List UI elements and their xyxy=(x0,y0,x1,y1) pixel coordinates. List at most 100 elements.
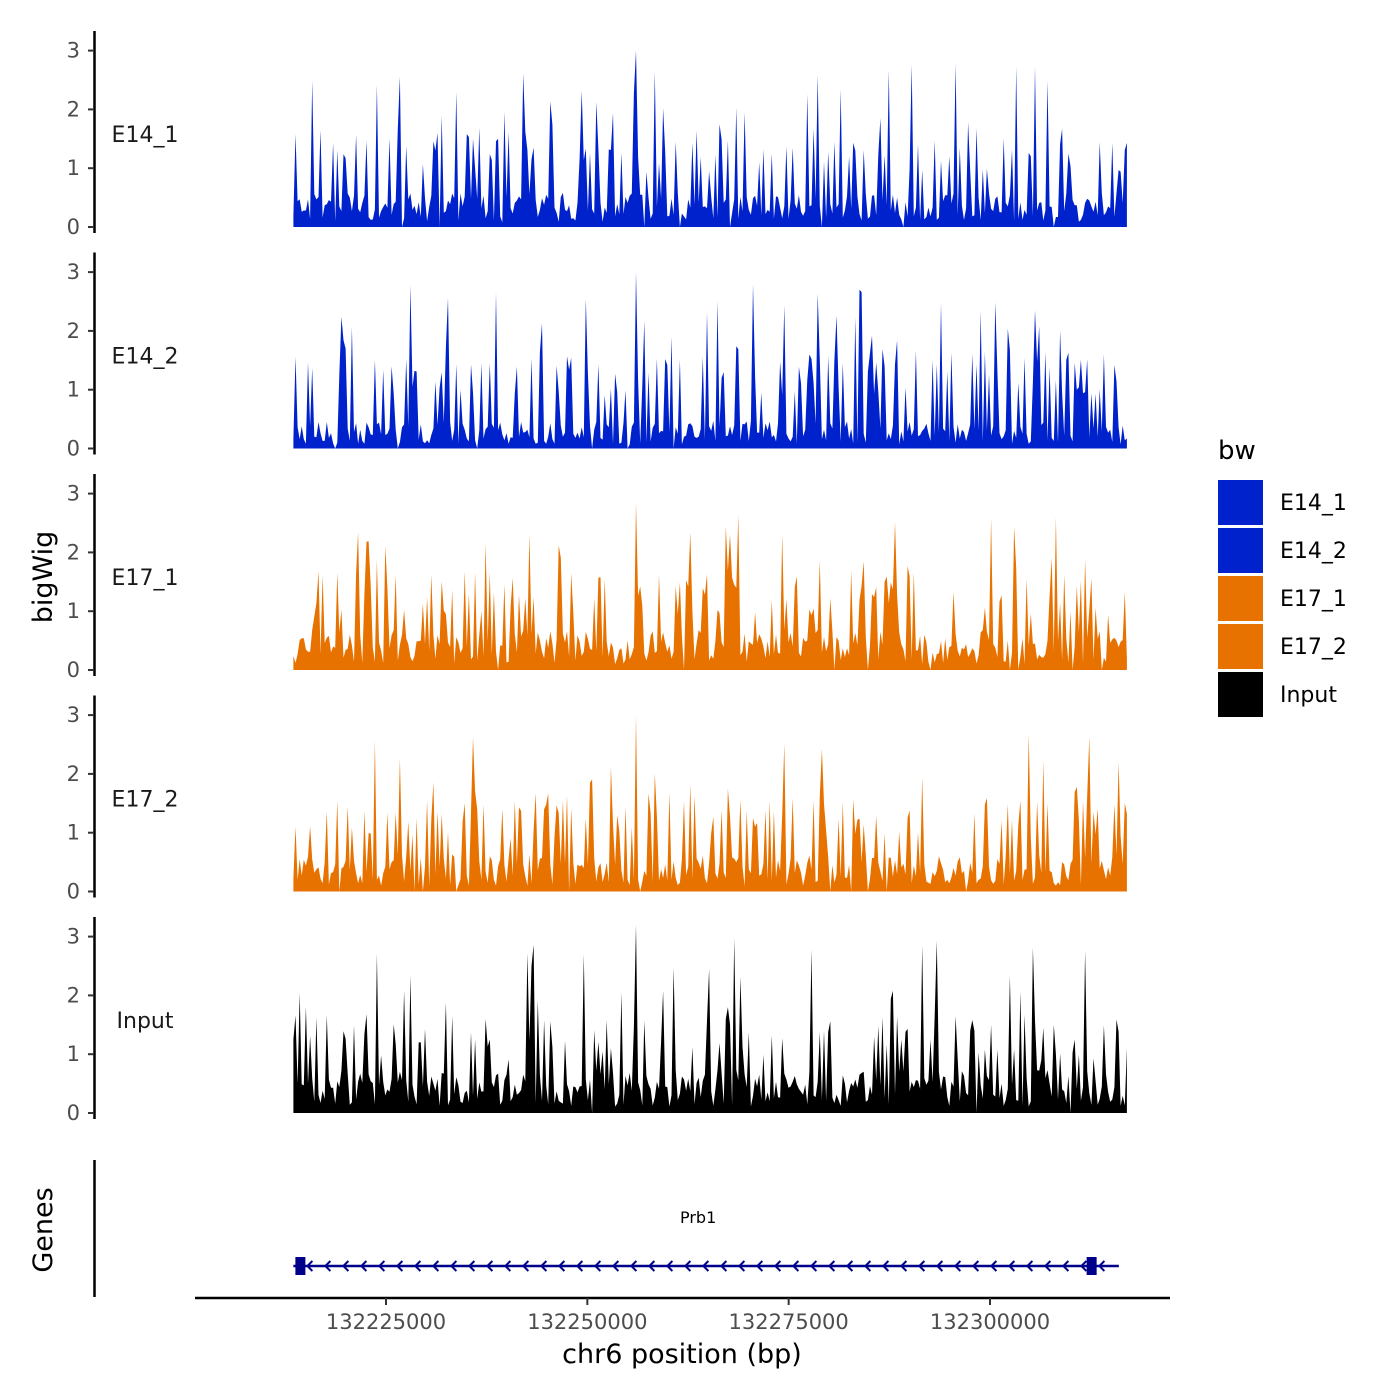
legend-label: Input xyxy=(1280,683,1337,708)
y-tick-label: 3 xyxy=(67,703,80,727)
y-tick-label: 0 xyxy=(67,437,80,461)
x-axis: 132225000 132250000 132275000 132300000 xyxy=(195,1296,1170,1334)
strand-arrow xyxy=(593,1260,602,1272)
legend: bw E14_1 E14_2 E17_1 E17_2 Input xyxy=(1218,436,1347,717)
genes-axis-title: Genes xyxy=(28,1187,59,1272)
strand-arrow xyxy=(395,1260,404,1272)
legend-label: E14_2 xyxy=(1280,539,1347,564)
y-tick-label: 1 xyxy=(67,1042,80,1066)
gene-track: Prb1 xyxy=(93,1160,1119,1297)
y-tick-label: 1 xyxy=(67,821,80,845)
legend-label: E17_1 xyxy=(1280,587,1347,612)
gene-exon xyxy=(295,1257,306,1275)
strand-arrow xyxy=(773,1260,782,1272)
y-tick-label: 3 xyxy=(67,482,80,506)
track-E17_1: 0 1 2 3 E17_1 xyxy=(67,474,1127,682)
legend-label: E14_1 xyxy=(1280,491,1347,516)
strand-arrow xyxy=(1025,1260,1034,1272)
strand-arrow xyxy=(557,1260,566,1272)
strand-arrow xyxy=(881,1260,890,1272)
strand-arrow xyxy=(935,1260,944,1272)
signal-area-E17_1 xyxy=(293,502,1127,670)
strand-arrow xyxy=(827,1260,836,1272)
bigwig-tracks: 0 1 2 3 E14_1 0 1 2 3 E14_2 0 1 2 3 E17_1 0 1 2 3 E17_2 0 1 2 3… xyxy=(67,31,1127,1125)
x-tick-label: 132250000 xyxy=(527,1310,647,1334)
y-tick-label: 1 xyxy=(67,378,80,402)
strand-arrow xyxy=(989,1260,998,1272)
y-tick-label: 0 xyxy=(67,658,80,682)
track-label: E14_2 xyxy=(112,345,179,370)
legend-swatch-E14_2 xyxy=(1218,528,1263,573)
strand-arrow xyxy=(539,1260,548,1272)
track-label: E17_2 xyxy=(112,788,179,813)
strand-arrow xyxy=(665,1260,674,1272)
strand-arrow xyxy=(791,1260,800,1272)
legend-swatch-E14_1 xyxy=(1218,480,1263,525)
track-label: E14_1 xyxy=(112,123,179,148)
y-tick-label: 3 xyxy=(67,260,80,284)
strand-arrow xyxy=(719,1260,728,1272)
strand-arrow xyxy=(503,1260,512,1272)
strand-arrow xyxy=(863,1260,872,1272)
strand-arrow xyxy=(1043,1260,1052,1272)
strand-arrow xyxy=(359,1260,368,1272)
strand-arrow xyxy=(971,1260,980,1272)
strand-arrow xyxy=(467,1260,476,1272)
strand-arrow xyxy=(737,1260,746,1272)
x-tick-label: 132275000 xyxy=(729,1310,849,1334)
strand-arrow xyxy=(1079,1260,1088,1272)
strand-arrow xyxy=(629,1260,638,1272)
gene-Prb1: Prb1 xyxy=(293,1208,1119,1275)
signal-area-E14_1 xyxy=(293,50,1127,227)
y-axis-title: bigWig xyxy=(28,531,59,624)
y-tick-label: 3 xyxy=(67,925,80,949)
track-Input: 0 1 2 3 Input xyxy=(67,917,1127,1125)
signal-area-Input xyxy=(293,924,1127,1113)
strand-arrow xyxy=(953,1260,962,1272)
y-tick-label: 2 xyxy=(67,983,80,1007)
y-tick-label: 2 xyxy=(67,540,80,564)
strand-arrow xyxy=(485,1260,494,1272)
gene-name-label: Prb1 xyxy=(680,1208,716,1227)
strand-arrow xyxy=(377,1260,386,1272)
y-tick-label: 1 xyxy=(67,156,80,180)
legend-swatch-E17_2 xyxy=(1218,624,1263,669)
strand-arrow xyxy=(305,1260,314,1272)
y-tick-label: 2 xyxy=(67,97,80,121)
track-label: E17_1 xyxy=(112,566,179,591)
y-tick-label: 0 xyxy=(67,215,80,239)
signal-area-E17_2 xyxy=(293,715,1127,892)
strand-arrow xyxy=(431,1260,440,1272)
track-E17_2: 0 1 2 3 E17_2 xyxy=(67,695,1127,904)
y-tick-label: 2 xyxy=(67,762,80,786)
strand-arrow xyxy=(413,1260,422,1272)
y-tick-label: 1 xyxy=(67,599,80,623)
strand-arrow xyxy=(683,1260,692,1272)
legend-swatch-Input xyxy=(1218,672,1263,717)
legend-swatch-E17_1 xyxy=(1218,576,1263,621)
strand-arrow xyxy=(917,1260,926,1272)
strand-arrow xyxy=(521,1260,530,1272)
legend-title: bw xyxy=(1218,436,1256,466)
signal-area-E14_2 xyxy=(293,272,1127,449)
strand-arrow xyxy=(845,1260,854,1272)
y-tick-label: 0 xyxy=(67,880,80,904)
x-tick-label: 132300000 xyxy=(930,1310,1050,1334)
strand-arrow xyxy=(647,1260,656,1272)
strand-arrow xyxy=(701,1260,710,1272)
gene-exon xyxy=(1086,1257,1097,1275)
y-tick-label: 0 xyxy=(67,1101,80,1125)
strand-arrow xyxy=(899,1260,908,1272)
x-tick-label: 132225000 xyxy=(326,1310,446,1334)
strand-arrow xyxy=(755,1260,764,1272)
strand-arrow xyxy=(341,1260,350,1272)
legend-label: E17_2 xyxy=(1280,635,1347,660)
x-axis-title: chr6 position (bp) xyxy=(562,1339,802,1370)
strand-arrow xyxy=(1061,1260,1070,1272)
strand-arrow xyxy=(575,1260,584,1272)
strand-arrow xyxy=(611,1260,620,1272)
track-label: Input xyxy=(117,1009,174,1034)
strand-arrow xyxy=(1097,1260,1106,1272)
strand-arrow xyxy=(323,1260,332,1272)
